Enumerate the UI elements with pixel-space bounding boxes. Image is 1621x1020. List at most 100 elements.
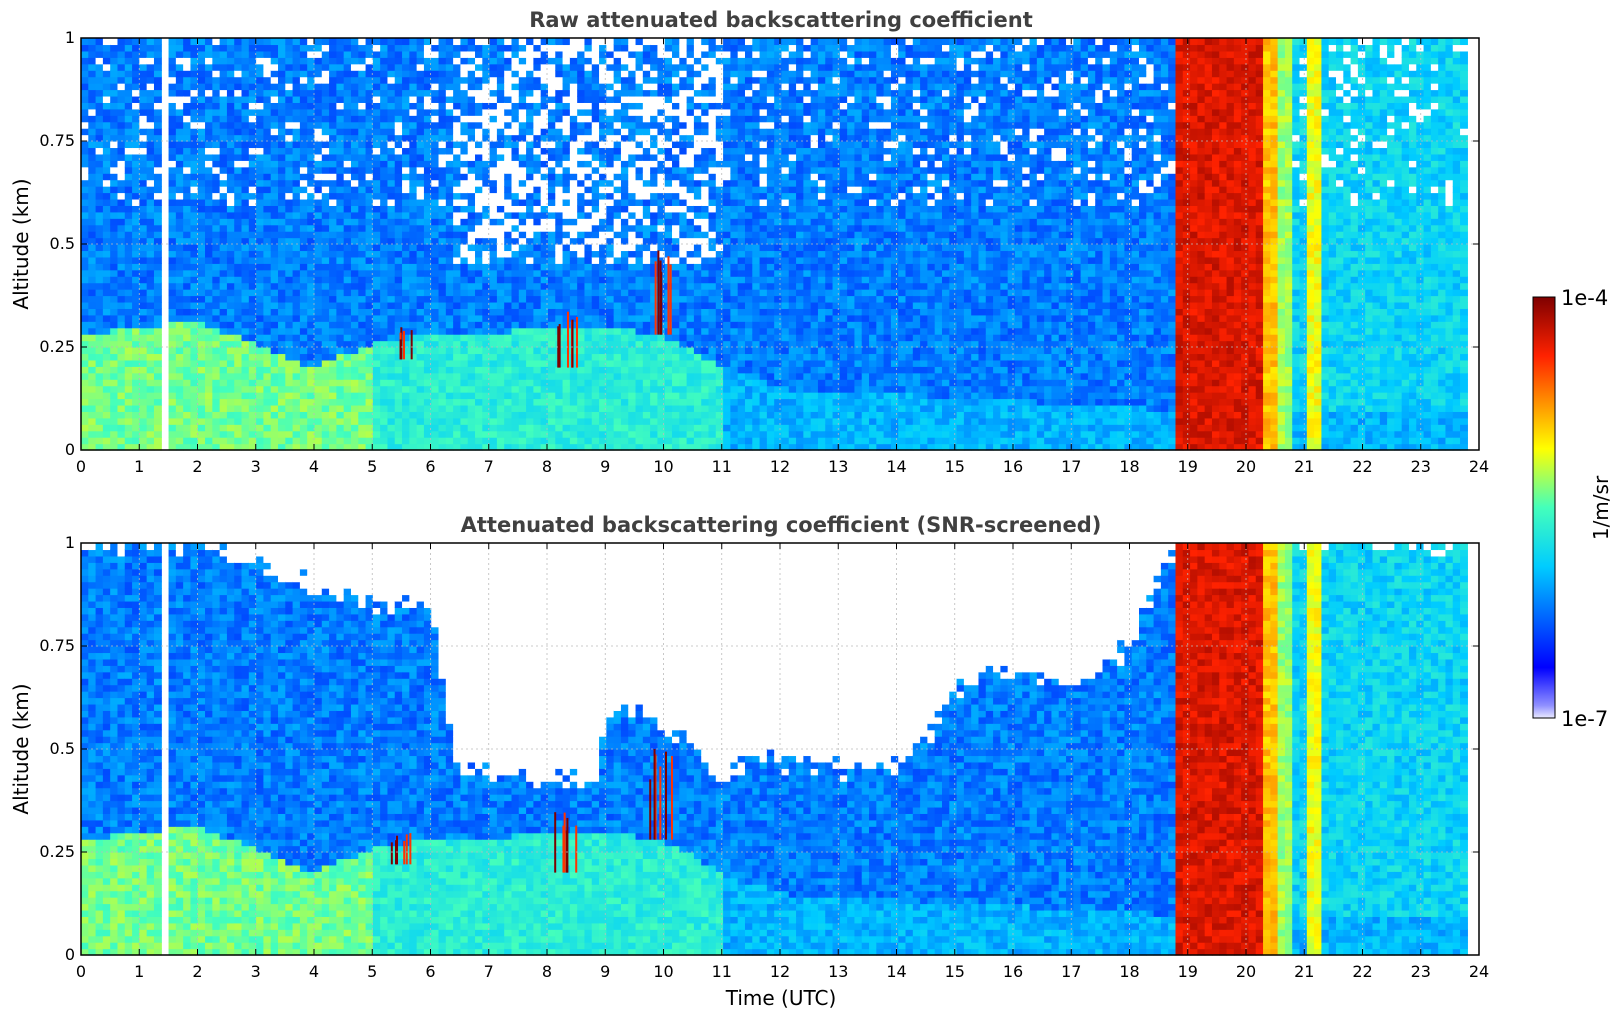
- heatmap-cell: [445, 385, 454, 393]
- heatmap-cell: [533, 38, 542, 46]
- heatmap-cell: [197, 340, 206, 348]
- heatmap-cell: [445, 308, 454, 316]
- heatmap-cell: [278, 141, 286, 149]
- heatmap-cell: [460, 95, 469, 103]
- heatmap-cell: [496, 102, 505, 110]
- heatmap-cell: [613, 314, 622, 322]
- heatmap-cell: [380, 443, 389, 451]
- heatmap-cell: [402, 347, 410, 355]
- heatmap-cell: [475, 102, 483, 110]
- heatmap-cell: [467, 128, 476, 136]
- heatmap-cell: [467, 379, 476, 387]
- heatmap-cell: [380, 379, 389, 387]
- heatmap-cell: [205, 89, 213, 97]
- heatmap-cell: [642, 269, 651, 277]
- heatmap-cell: [153, 38, 162, 46]
- heatmap-cell: [416, 70, 425, 78]
- heatmap-cell: [577, 430, 586, 438]
- heatmap-cell: [642, 108, 651, 116]
- heatmap-cell: [402, 424, 410, 432]
- heatmap-cell: [175, 301, 184, 309]
- heatmap-cell: [613, 134, 622, 142]
- heatmap-cell: [540, 256, 549, 264]
- heatmap-cell: [336, 166, 345, 174]
- heatmap-cell: [438, 192, 447, 200]
- heatmap-cell: [635, 250, 644, 258]
- heatmap-cell: [146, 211, 155, 219]
- heatmap-cell: [526, 404, 534, 412]
- heatmap-cell: [190, 102, 199, 110]
- heatmap-cell: [307, 359, 316, 367]
- heatmap-cell: [577, 198, 586, 206]
- heatmap-cell: [635, 269, 644, 277]
- heatmap-cell: [124, 411, 133, 419]
- heatmap-cell: [467, 392, 476, 400]
- heatmap-cell: [635, 359, 644, 367]
- heatmap-cell: [496, 430, 505, 438]
- heatmap-cell: [139, 385, 148, 393]
- heatmap-cell: [234, 153, 243, 161]
- heatmap-cell: [321, 115, 330, 123]
- heatmap-cell: [562, 321, 571, 329]
- heatmap-cell: [599, 321, 607, 329]
- heatmap-cell: [650, 173, 659, 181]
- heatmap-cell: [599, 424, 607, 432]
- heatmap-cell: [241, 269, 250, 277]
- heatmap-cell: [343, 147, 352, 155]
- heatmap-cell: [606, 314, 615, 322]
- heatmap-cell: [526, 134, 534, 142]
- heatmap-cell: [628, 347, 637, 355]
- heatmap-cell: [409, 398, 418, 406]
- heatmap-cell: [489, 76, 498, 84]
- heatmap-cell: [438, 411, 447, 419]
- heatmap-cell: [248, 153, 257, 161]
- heatmap-cell: [299, 173, 308, 181]
- heatmap-cell: [168, 179, 177, 187]
- heatmap-cell: [278, 314, 286, 322]
- heatmap-cell: [533, 404, 542, 412]
- heatmap-cell: [504, 314, 513, 322]
- heatmap-cell: [212, 404, 221, 412]
- heatmap-cell: [372, 38, 381, 46]
- heatmap-cell: [263, 108, 272, 116]
- heatmap-cell: [190, 263, 199, 271]
- heatmap-cell: [438, 359, 447, 367]
- heatmap-cell: [314, 398, 323, 406]
- heatmap-cell: [153, 411, 162, 419]
- heatmap-cell: [387, 417, 396, 425]
- heatmap-cell: [489, 237, 498, 245]
- heatmap-cell: [402, 89, 410, 97]
- heatmap-cell: [467, 44, 476, 52]
- heatmap-cell: [467, 359, 476, 367]
- heatmap-cell: [124, 147, 133, 155]
- heatmap-cell: [475, 437, 483, 445]
- heatmap-cell: [95, 147, 104, 155]
- heatmap-cell: [336, 424, 345, 432]
- heatmap-cell: [329, 340, 337, 348]
- heatmap-cell: [540, 186, 549, 194]
- heatmap-cell: [168, 108, 177, 116]
- heatmap-cell: [642, 173, 651, 181]
- heatmap-cell: [270, 198, 279, 206]
- heatmap-cell: [278, 379, 286, 387]
- heatmap-cell: [628, 38, 637, 46]
- heatmap-cell: [416, 424, 425, 432]
- heatmap-cell: [226, 121, 235, 129]
- heatmap-cell: [190, 417, 199, 425]
- heatmap-cell: [175, 115, 184, 123]
- heatmap-cell: [146, 173, 155, 181]
- heatmap-cell: [511, 263, 520, 271]
- heatmap-cell: [234, 89, 243, 97]
- heatmap-cell: [511, 166, 520, 174]
- heatmap-cell: [599, 76, 607, 84]
- heatmap-cell: [555, 211, 564, 219]
- heatmap-cell: [183, 424, 192, 432]
- heatmap-cell: [88, 160, 97, 168]
- heatmap-cell: [168, 359, 177, 367]
- heatmap-cell: [183, 186, 192, 194]
- heatmap-cell: [372, 134, 381, 142]
- heatmap-cell: [650, 192, 659, 200]
- heatmap-cell: [278, 289, 286, 297]
- heatmap-cell: [518, 102, 527, 110]
- heatmap-cell: [219, 424, 228, 432]
